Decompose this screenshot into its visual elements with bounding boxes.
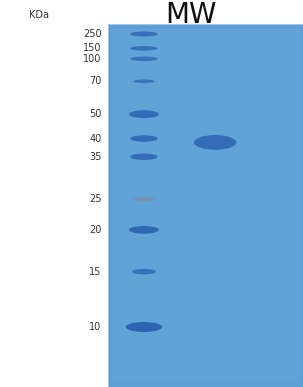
Ellipse shape (133, 197, 155, 202)
Text: KDa: KDa (29, 10, 49, 20)
Ellipse shape (130, 135, 158, 142)
Ellipse shape (130, 57, 158, 61)
Text: 10: 10 (89, 322, 102, 332)
Text: 100: 100 (83, 54, 102, 64)
Ellipse shape (130, 153, 158, 160)
Ellipse shape (126, 322, 162, 332)
Text: 20: 20 (89, 225, 102, 235)
Ellipse shape (129, 110, 159, 118)
Text: 150: 150 (83, 43, 102, 53)
Text: 250: 250 (83, 29, 102, 39)
Ellipse shape (129, 226, 159, 234)
Text: 25: 25 (89, 194, 102, 204)
Ellipse shape (194, 135, 236, 150)
Text: 15: 15 (89, 267, 102, 277)
Ellipse shape (130, 32, 158, 36)
Bar (108, 24, 303, 387)
Text: MW: MW (165, 1, 217, 29)
Bar (111, 28, 300, 383)
Text: 70: 70 (89, 76, 102, 86)
Ellipse shape (133, 79, 155, 83)
Text: 50: 50 (89, 109, 102, 119)
Text: 35: 35 (89, 152, 102, 162)
Ellipse shape (130, 46, 158, 51)
Ellipse shape (132, 269, 156, 274)
Text: 40: 40 (89, 134, 102, 144)
